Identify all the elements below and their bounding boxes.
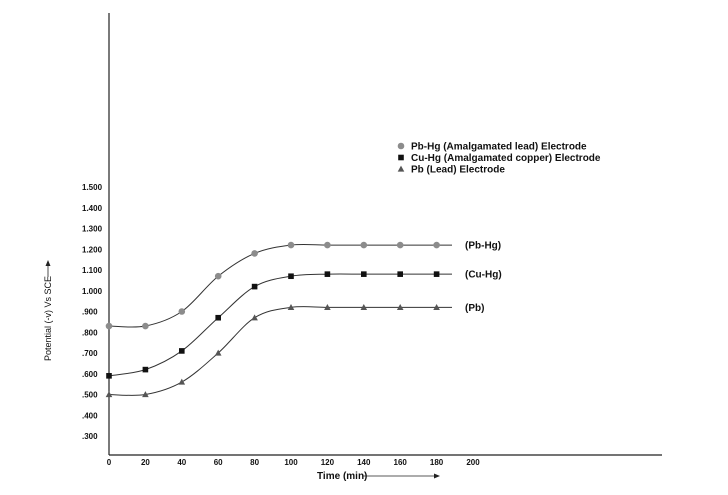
legend: Pb-Hg (Amalgamated lead) ElectrodeCu-Hg …: [397, 142, 601, 176]
series-point: [361, 271, 367, 277]
series-point: [324, 271, 331, 277]
y-tick-label: .900: [82, 308, 98, 317]
series-line: [108, 306, 452, 396]
series-point: [324, 303, 331, 310]
legend-marker: [397, 165, 405, 172]
y-tick-label: .800: [82, 328, 98, 337]
y-axis-label-arrowhead: [45, 260, 51, 266]
x-tick-label: 20: [141, 458, 150, 467]
series-point: [360, 241, 368, 249]
series-point: [397, 271, 403, 277]
y-tick-label: 1.200: [82, 245, 103, 254]
x-tick-label: 80: [250, 458, 259, 467]
x-ticks: 0 20 40 60 80 100 120 140 160 180 200: [107, 458, 480, 467]
series-labels: (Pb-Hg) (Cu-Hg) (Pb): [465, 241, 502, 314]
series-point: [214, 272, 222, 280]
x-axis-label: Time (min): [317, 471, 367, 482]
series-point: [106, 373, 112, 379]
y-tick-label: .500: [82, 391, 98, 400]
y-tick-label: 1.100: [82, 266, 103, 275]
series-point: [178, 308, 186, 315]
series-point: [215, 314, 221, 321]
legend-marker: [398, 154, 404, 161]
y-tick-label: 1.500: [82, 183, 103, 192]
x-tick-label: 40: [177, 458, 186, 467]
y-tick-label: .300: [82, 432, 98, 441]
legend-label: Cu-Hg (Amalgamated copper) Electrode: [411, 153, 601, 164]
y-tick-label: .400: [82, 411, 98, 420]
series-point: [178, 378, 186, 385]
x-tick-label: 180: [430, 458, 444, 467]
series-label: (Pb-Hg): [465, 241, 501, 252]
series-point: [360, 303, 368, 310]
series-point: [251, 250, 258, 257]
x-tick-label: 100: [284, 458, 298, 467]
series-label: (Cu-Hg): [465, 270, 502, 281]
series-lines: [108, 243, 452, 396]
series-point: [396, 303, 404, 310]
series-line: [108, 243, 452, 328]
series-point: [251, 314, 258, 321]
series-point: [142, 366, 149, 373]
x-tick-label: 0: [107, 458, 112, 467]
series-point: [251, 283, 258, 290]
series-point: [396, 241, 404, 249]
series-point: [142, 322, 149, 330]
series-point: [324, 241, 331, 249]
y-tick-label: .700: [82, 349, 98, 358]
series-point: [433, 303, 440, 310]
x-axis-label-arrowhead: [434, 473, 440, 479]
legend-label: Pb (Lead) Electrode: [411, 165, 505, 176]
series-label: (Pb): [465, 303, 484, 314]
y-ticks: .300 .400 .500 .600 .700 .800 .900 1.000 1.100 1.…: [82, 183, 103, 441]
x-tick-label: 140: [357, 458, 371, 467]
series-point: [179, 348, 185, 354]
series-line: [108, 273, 452, 377]
axes: [108, 13, 662, 456]
series-point: [105, 322, 113, 330]
series-point: [288, 273, 294, 280]
legend-marker: [397, 142, 405, 150]
x-tick-label: 60: [214, 458, 223, 467]
series-point: [214, 349, 222, 356]
legend-label: Pb-Hg (Amalgamated lead) Electrode: [411, 142, 587, 153]
x-tick-label: 200: [466, 458, 480, 467]
series-point: [287, 303, 295, 310]
series-point: [105, 391, 113, 398]
series-point: [142, 391, 149, 398]
x-tick-label: 120: [321, 458, 335, 467]
series-point: [433, 271, 440, 277]
series-point: [287, 241, 295, 249]
y-tick-label: 1.000: [82, 287, 103, 296]
series-markers: [105, 241, 440, 398]
y-tick-label: .600: [82, 370, 98, 379]
y-tick-label: 1.300: [82, 225, 103, 234]
x-tick-label: 160: [394, 458, 408, 467]
y-tick-label: 1.400: [82, 204, 103, 213]
series-point: [433, 241, 440, 249]
y-axis-label: Potential (-v) Vs SCE: [43, 276, 53, 361]
